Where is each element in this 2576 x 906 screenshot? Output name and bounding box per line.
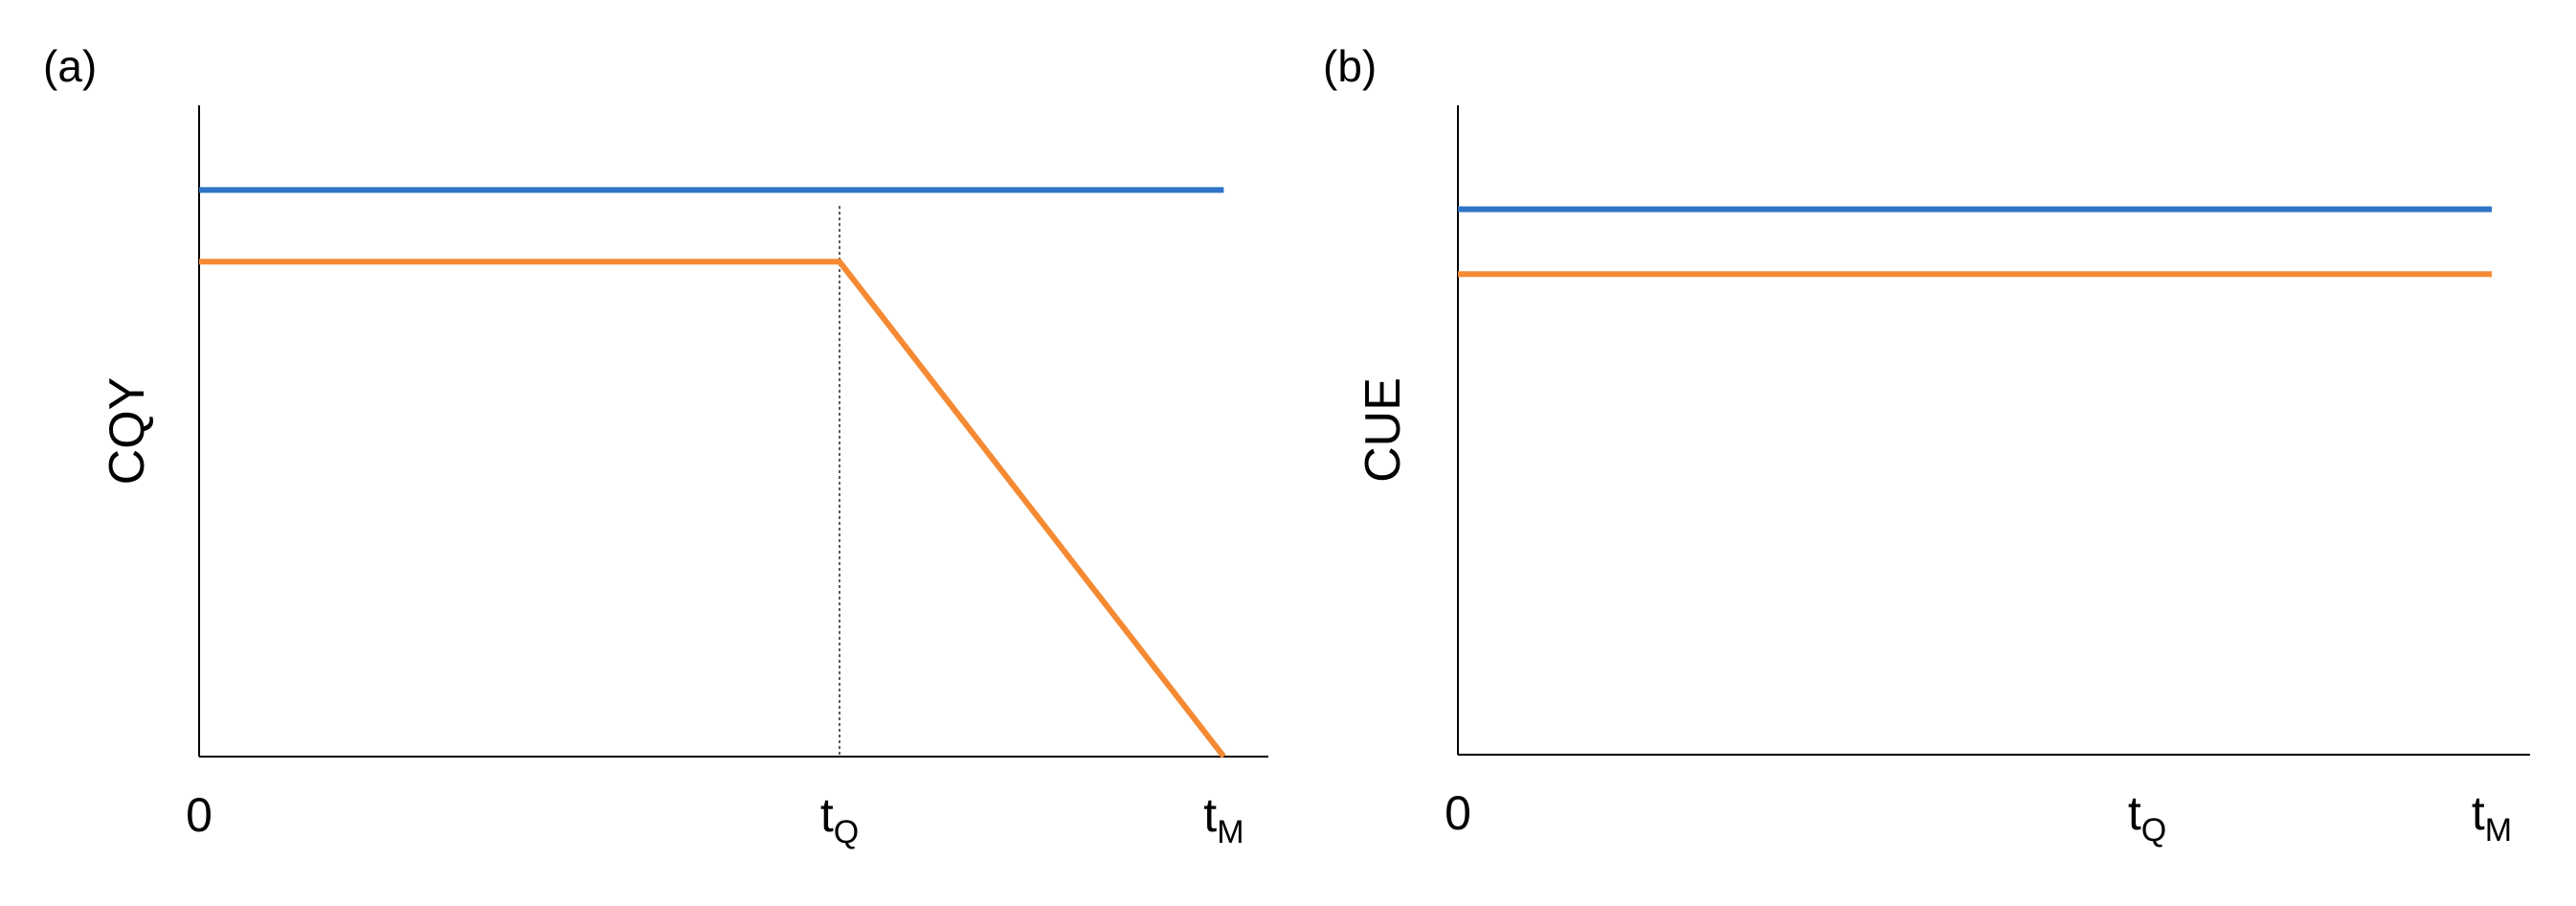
panel-b-label: (b) bbox=[1323, 41, 1377, 91]
panel-a-x-tick-label-0: 0 bbox=[186, 788, 213, 842]
panel-b-x-tick-subscript-2: M bbox=[2485, 812, 2512, 849]
panel-b-y-axis-label: CUE bbox=[1355, 377, 1411, 483]
panel-a-series-orange-line bbox=[199, 259, 1226, 759]
panel-b-x-tick-label-1: tQ bbox=[2128, 786, 2166, 849]
panel-a-label: (a) bbox=[43, 41, 97, 91]
panel-a-x-tick-label-1: tQ bbox=[820, 788, 859, 850]
panel-a-x-tick-label-2: tM bbox=[1203, 788, 1243, 850]
panel-a-x-tick-subscript-2: M bbox=[1217, 814, 1243, 850]
panel-b-x-tick-label-2: tM bbox=[2472, 786, 2512, 849]
panel-a-y-axis-label: CQY bbox=[100, 377, 155, 486]
panel-a-x-tick-subscript-1: Q bbox=[834, 814, 859, 850]
panel-b-x-tick-subscript-1: Q bbox=[2141, 812, 2166, 849]
panel-b-x-tick-label-0: 0 bbox=[1445, 786, 1471, 840]
